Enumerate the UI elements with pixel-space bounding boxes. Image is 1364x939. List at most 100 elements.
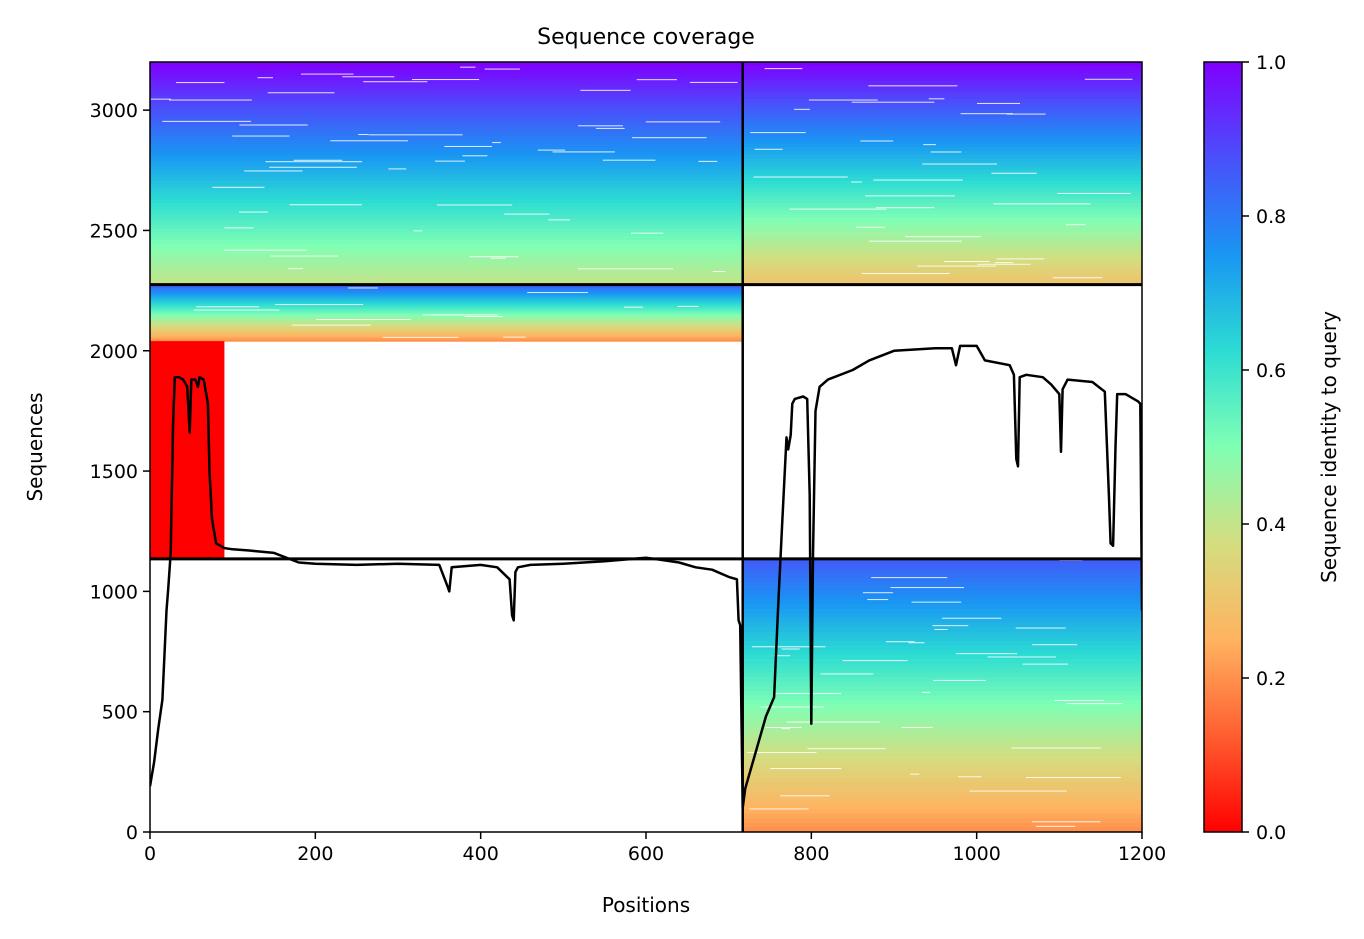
identity-band — [150, 500, 225, 506]
coverage-gap — [996, 258, 1045, 260]
identity-band — [742, 791, 1142, 797]
identity-band — [150, 269, 743, 275]
coverage-gap — [169, 99, 252, 101]
identity-band — [150, 359, 225, 364]
identity-band — [150, 486, 225, 491]
identity-band — [742, 567, 1142, 574]
coverage-block — [150, 62, 743, 286]
identity-band — [150, 258, 743, 263]
identity-band — [150, 435, 225, 440]
identity-band — [150, 344, 225, 349]
identity-band — [742, 558, 1142, 565]
identity-band — [150, 511, 225, 516]
identity-band — [742, 818, 1142, 824]
identity-band — [742, 586, 1142, 592]
x-axis: 0 200 400 600 800 1000 1200 — [144, 832, 1166, 865]
identity-band — [150, 91, 743, 96]
identity-band — [742, 199, 1142, 204]
y-tick-label: 2500 — [90, 220, 138, 242]
identity-band — [150, 326, 743, 329]
identity-band — [150, 322, 743, 324]
identity-band — [150, 110, 743, 115]
identity-band — [742, 76, 1142, 82]
identity-band — [150, 95, 743, 100]
identity-band — [150, 243, 743, 249]
identity-band — [742, 731, 1142, 738]
coverage-gap — [552, 151, 615, 153]
coverage-gap — [444, 145, 492, 147]
coverage-gap — [928, 98, 945, 100]
identity-band — [150, 533, 225, 538]
coverage-gap — [1054, 699, 1104, 701]
identity-band — [150, 293, 743, 295]
coverage-gap — [1052, 277, 1103, 279]
coverage-gap — [851, 101, 935, 103]
coverage-gap — [1032, 644, 1078, 646]
identity-band — [742, 645, 1142, 651]
coverage-gap — [270, 255, 339, 257]
coverage-gap — [330, 140, 408, 142]
coverage-gap — [908, 642, 925, 644]
identity-band — [150, 460, 225, 466]
identity-band — [742, 795, 1142, 801]
identity-band — [150, 73, 743, 78]
identity-band — [742, 240, 1142, 245]
identity-band — [150, 128, 743, 134]
coverage-gap — [269, 166, 357, 168]
identity-band — [150, 76, 743, 82]
identity-band — [150, 450, 225, 455]
identity-band — [150, 299, 743, 302]
coverage-gap — [873, 179, 963, 181]
identity-band — [150, 300, 743, 303]
coverage-gap — [595, 127, 625, 129]
identity-band — [150, 310, 743, 313]
identity-band — [742, 772, 1142, 778]
coverage-gap — [749, 808, 809, 810]
coverage-gap — [632, 137, 707, 139]
identity-band — [150, 328, 743, 331]
identity-band — [150, 266, 743, 271]
identity-band — [742, 563, 1142, 569]
coverage-gap — [969, 790, 1067, 792]
identity-band — [150, 84, 743, 89]
identity-band — [742, 243, 1142, 249]
identity-band — [742, 210, 1142, 215]
identity-band — [150, 273, 743, 278]
identity-band — [150, 136, 743, 141]
coverage-gap — [602, 159, 656, 161]
identity-band — [150, 87, 743, 93]
identity-band — [150, 327, 743, 330]
coverage-gap — [462, 155, 488, 157]
identity-band — [150, 316, 743, 319]
identity-band — [742, 236, 1142, 241]
coverage-gap — [1022, 663, 1068, 665]
identity-band — [742, 217, 1142, 223]
identity-band — [150, 537, 225, 542]
identity-band — [742, 99, 1142, 104]
identity-band — [742, 659, 1142, 665]
identity-band — [742, 750, 1142, 756]
identity-band — [742, 613, 1142, 619]
identity-band — [150, 184, 743, 189]
identity-band — [742, 221, 1142, 226]
identity-band — [150, 195, 743, 200]
identity-band — [150, 173, 743, 178]
coverage-gap — [774, 655, 791, 657]
identity-band — [742, 110, 1142, 115]
coverage-gap — [933, 679, 986, 681]
identity-band — [150, 352, 225, 357]
identity-band — [150, 551, 225, 556]
identity-band — [150, 176, 743, 182]
coverage-gap — [1025, 777, 1121, 779]
identity-band — [150, 325, 743, 327]
identity-band — [150, 324, 743, 326]
identity-band — [150, 424, 225, 429]
coverage-gap — [851, 181, 862, 183]
coverage-block — [742, 558, 1142, 832]
coverage-block — [742, 62, 1142, 286]
coverage-gap — [932, 625, 969, 627]
identity-band — [150, 240, 743, 245]
identity-band — [150, 373, 225, 379]
identity-band — [742, 736, 1142, 742]
identity-band — [150, 540, 225, 545]
